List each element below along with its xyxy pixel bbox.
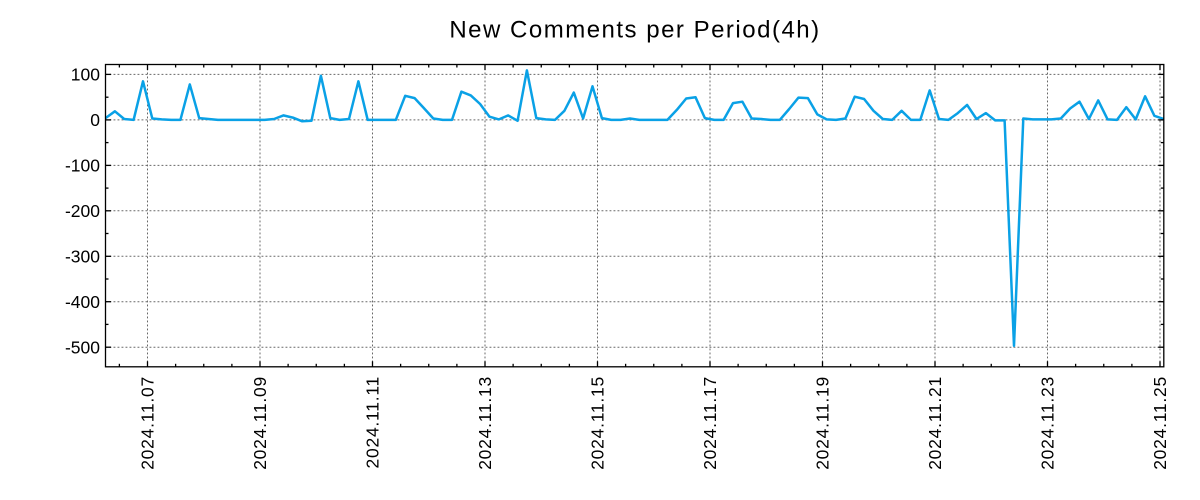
svg-text:-200: -200 (65, 201, 100, 221)
svg-text:2024.11.13: 2024.11.13 (475, 376, 495, 470)
svg-text:2024.11.21: 2024.11.21 (925, 376, 945, 470)
svg-text:2024.11.07: 2024.11.07 (138, 376, 158, 470)
svg-text:0: 0 (90, 110, 100, 130)
svg-text:2024.11.25: 2024.11.25 (1150, 376, 1170, 470)
svg-text:-500: -500 (65, 337, 100, 357)
svg-text:2024.11.09: 2024.11.09 (250, 376, 270, 470)
svg-text:2024.11.17: 2024.11.17 (700, 376, 720, 470)
svg-text:2024.11.23: 2024.11.23 (1038, 376, 1058, 470)
svg-text:100: 100 (71, 65, 100, 85)
svg-text:2024.11.19: 2024.11.19 (813, 376, 833, 470)
svg-text:-400: -400 (65, 292, 100, 312)
svg-text:-300: -300 (65, 247, 100, 267)
svg-text:2024.11.15: 2024.11.15 (588, 376, 608, 470)
svg-text:-100: -100 (65, 156, 100, 176)
svg-text:2024.11.11: 2024.11.11 (363, 376, 383, 469)
svg-text:New Comments per Period(4h): New Comments per Period(4h) (449, 16, 820, 43)
